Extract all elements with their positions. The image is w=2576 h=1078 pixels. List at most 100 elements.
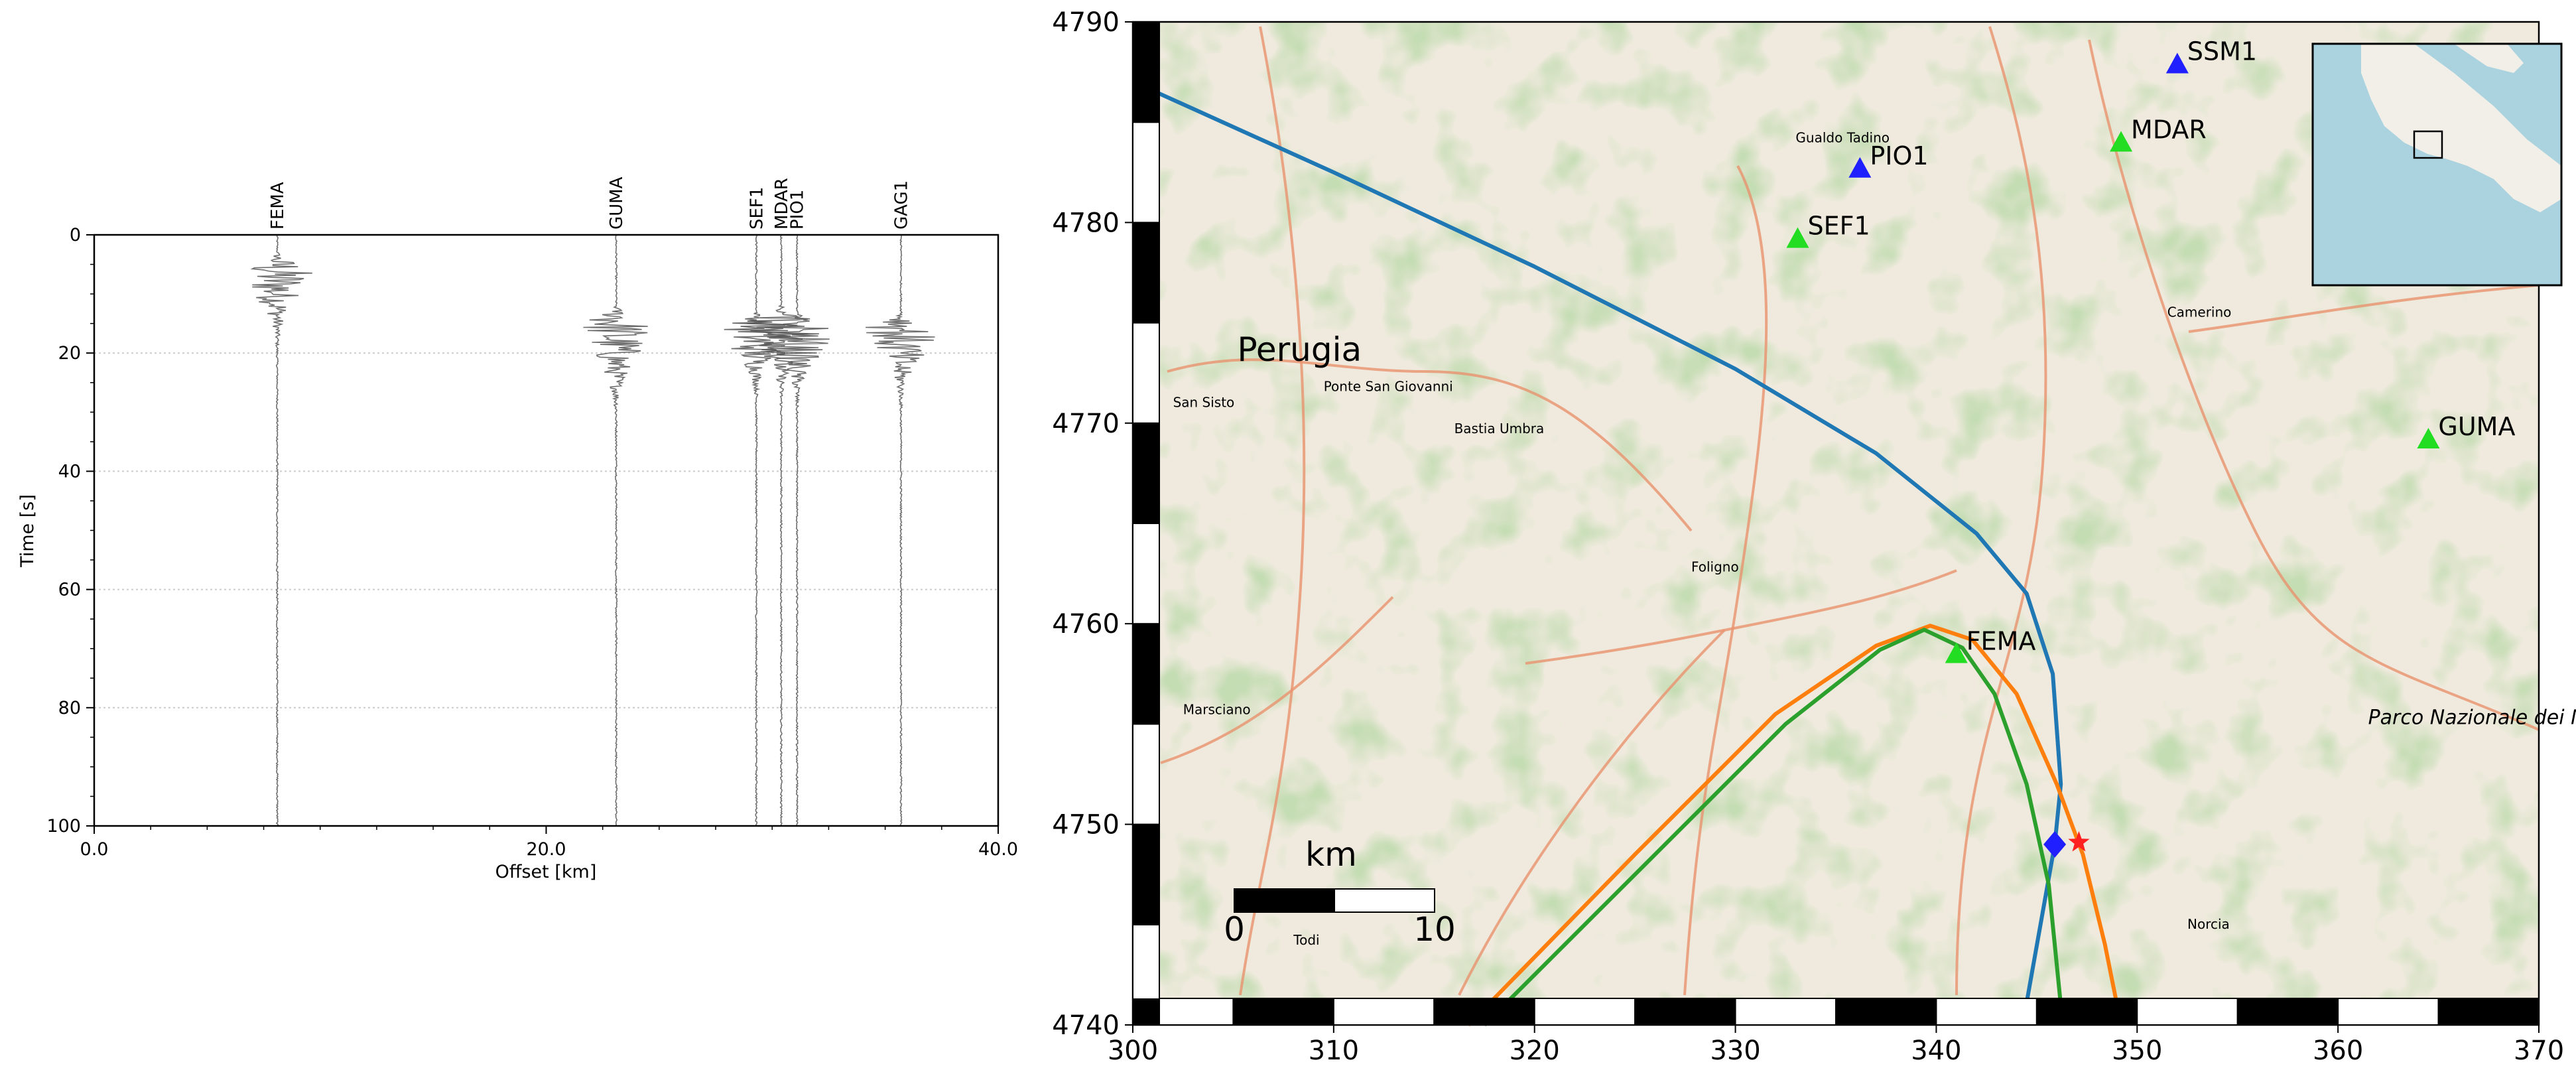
map-road <box>1458 629 1726 996</box>
map-border-segment-bottom <box>2035 998 2138 1026</box>
map-border-segment-bottom <box>1935 998 2037 1026</box>
scalebar-black-segment <box>1234 888 1335 913</box>
map-road <box>1525 569 1957 665</box>
map-border-segment-left <box>1132 823 1160 925</box>
map-station-marker <box>1786 227 1809 248</box>
map-curves <box>1141 84 2124 1027</box>
seismogram-trace <box>250 234 312 826</box>
seismogram-grid <box>94 352 998 708</box>
map-x-tick-label: 330 <box>1710 1036 1760 1066</box>
map-border-segment-bottom <box>1433 998 1535 1026</box>
map-x-tick-label: 350 <box>2112 1036 2162 1066</box>
map-station-marker <box>1945 642 1968 663</box>
map-place-names: Perugia Gualdo Tadino Ponte San Giovanni Sa… <box>1173 129 2576 948</box>
map-station-label: SEF1 <box>1807 212 1870 241</box>
seismogram-station-label: PIO1 <box>788 190 808 230</box>
map-curve <box>1141 84 2063 1026</box>
map-road <box>1683 165 1768 996</box>
seismogram-trace <box>764 234 830 826</box>
seismogram-x-tick-label: 0.0 <box>80 839 109 860</box>
map-place-name: Foligno <box>1691 559 1739 575</box>
map-border-segment-bottom <box>2136 998 2238 1026</box>
inset-land <box>2361 44 2561 212</box>
map-basemap <box>1159 22 2539 998</box>
seismogram-trace <box>866 234 935 826</box>
map-x-tick-label: 340 <box>1911 1036 1961 1066</box>
map-border-segment-bottom <box>1332 998 1435 1026</box>
seismogram-y-tick-label: 0 <box>70 225 81 245</box>
seismogram-station-label: FEMA <box>268 182 288 230</box>
map-border-segment-bottom <box>2337 998 2439 1026</box>
map-y-tick-label: 4770 <box>1052 409 1120 439</box>
map-x-tick-label: 310 <box>1309 1036 1359 1066</box>
map-x-tick-label: 320 <box>1510 1036 1560 1066</box>
map-x-tick-label: 360 <box>2313 1036 2363 1066</box>
seismogram-y-tick-label: 40 <box>58 461 81 482</box>
scalebar-start-label: 0 <box>1224 910 1245 949</box>
map-checker-border <box>1131 21 2540 1026</box>
map-x-tick-label: 300 <box>1108 1036 1158 1066</box>
map-station-marker <box>2417 427 2440 448</box>
map-border-segment-bottom <box>1533 998 1636 1026</box>
seismogram-trace <box>583 234 648 826</box>
map-border-segment-left <box>1132 222 1160 324</box>
map-road <box>1167 358 1693 532</box>
inset-frame <box>2311 42 2563 287</box>
seismogram-y-tick-label: 60 <box>58 580 81 600</box>
map-border-corner <box>1133 998 1159 1025</box>
map-border-segment-left <box>1132 523 1160 625</box>
scalebar-end-label: 10 <box>1413 910 1456 949</box>
map-roads <box>1160 26 2539 996</box>
seismogram-x-tick-label: 40.0 <box>978 839 1018 860</box>
map-border-segment-left <box>1132 623 1160 725</box>
map-station-label: PIO1 <box>1870 141 1928 170</box>
map-y-tick-label: 4790 <box>1052 7 1120 38</box>
map-station-label: MDAR <box>2131 115 2207 144</box>
map-x-ticks: 300 310 320 330 340 350 360 370 <box>1108 1025 2564 1066</box>
inset-extent-box <box>2413 130 2443 159</box>
map-y-tick-label: 4780 <box>1052 208 1120 238</box>
map-station-marker <box>2110 131 2133 152</box>
map-x-tick-label: 370 <box>2514 1036 2564 1066</box>
seismogram-y-tick-label: 80 <box>58 698 81 718</box>
inset-land-east <box>2454 44 2524 73</box>
scalebar-white-segment <box>1334 888 1435 913</box>
map-road <box>1239 26 1306 996</box>
map-curve <box>1482 628 2065 1027</box>
map-road <box>1160 596 1394 764</box>
map-station-markers: SSM1 MDAR PIO1 SEF1 GUMA FEMA <box>1786 37 2515 858</box>
map-border-segment-left <box>1132 322 1160 424</box>
seismogram-station-label: MDAR <box>772 178 792 230</box>
map-border-segment-bottom <box>2236 998 2339 1026</box>
seismogram-y-tick-label: 20 <box>58 343 81 364</box>
map-border-segment-left <box>1132 121 1160 224</box>
map-curve <box>1466 624 2124 1027</box>
map-station-marker <box>2165 52 2189 74</box>
map-border-segment-bottom <box>1634 998 1736 1026</box>
map-road <box>1955 26 2047 996</box>
map-place-name: Bastia Umbra <box>1454 421 1545 437</box>
scalebar-unit-label: km <box>1305 835 1357 874</box>
seismogram-station-label: SEF1 <box>747 187 767 230</box>
seismogram-panel: 0.0 20.0 40.0 0 20 40 60 80 100 FEMA GUMA SEF1 MDA… <box>17 176 1018 882</box>
map-border-segment-left <box>1132 723 1160 825</box>
map-road <box>2188 284 2539 333</box>
epicenter-star-marker <box>2068 831 2090 852</box>
map-panel: Perugia Gualdo Tadino Ponte San Giovanni Sa… <box>1052 7 2576 1066</box>
seismogram-x-tick-label: 20.0 <box>526 839 566 860</box>
map-border-segment-bottom <box>1734 998 1837 1026</box>
map-scalebar: km 0 10 <box>1224 835 1456 949</box>
map-place-name: Gualdo Tadino <box>1795 129 1890 145</box>
map-station-marker <box>1848 157 1872 178</box>
map-place-name: Norcia <box>2187 916 2230 932</box>
seismogram-traces <box>250 234 935 826</box>
map-border-segment-bottom <box>1232 998 1334 1026</box>
map-border-segment-left <box>1132 21 1160 123</box>
map-y-tick-label: 4760 <box>1052 609 1120 640</box>
seismogram-plot-area <box>94 235 998 826</box>
inset-overview-map <box>2311 42 2563 287</box>
map-place-name: Todi <box>1293 932 1319 948</box>
map-place-name: Ponte San Giovanni <box>1324 378 1453 394</box>
